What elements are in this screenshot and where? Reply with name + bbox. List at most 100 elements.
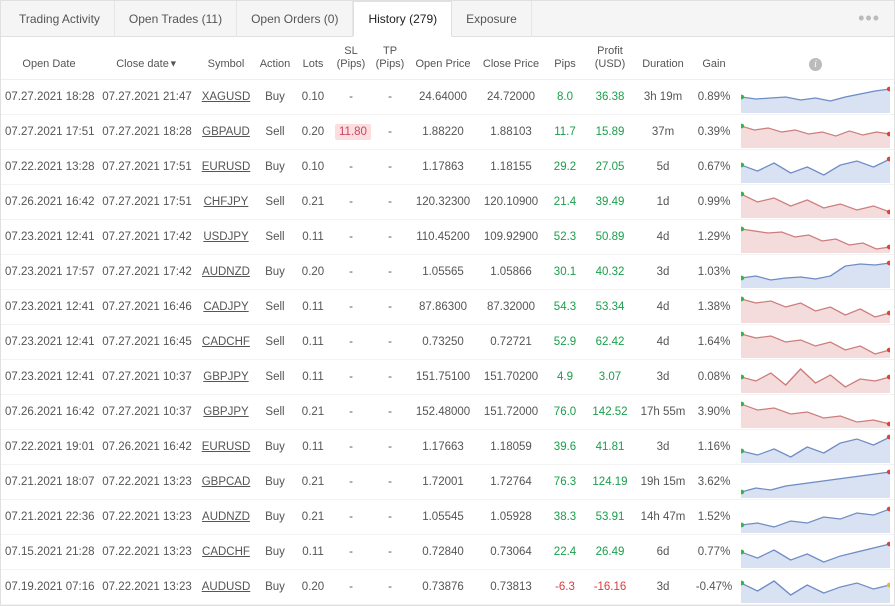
- sparkline: [737, 220, 894, 255]
- tab-exposure[interactable]: Exposure: [452, 1, 532, 37]
- cell-open-date: 07.23.2021 12:41: [1, 220, 97, 255]
- col-action[interactable]: Action: [255, 37, 295, 80]
- cell-open-date: 07.23.2021 12:41: [1, 360, 97, 395]
- col-close-date[interactable]: Close date▼: [97, 37, 197, 80]
- cell-action: Sell: [255, 185, 295, 220]
- cell-action: Buy: [255, 80, 295, 115]
- cell-duration: 3d: [635, 255, 691, 290]
- col-open-date[interactable]: Open Date: [1, 37, 97, 80]
- table-row[interactable]: 07.19.2021 07:1607.22.2021 13:23AUDUSDBu…: [1, 570, 894, 605]
- tab-open-trades-11[interactable]: Open Trades (11): [115, 1, 237, 37]
- table-row[interactable]: 07.27.2021 17:5107.27.2021 18:28GBPAUDSe…: [1, 115, 894, 150]
- cell-duration: 3h 19m: [635, 80, 691, 115]
- cell-open-date: 07.26.2021 16:42: [1, 185, 97, 220]
- table-row[interactable]: 07.21.2021 18:0707.22.2021 13:23GBPCADBu…: [1, 465, 894, 500]
- cell-symbol[interactable]: GBPCAD: [197, 465, 255, 500]
- col-sl[interactable]: SL(Pips): [331, 37, 371, 80]
- cell-action: Buy: [255, 430, 295, 465]
- symbol-link[interactable]: CHFJPY: [204, 196, 249, 208]
- col-symbol[interactable]: Symbol: [197, 37, 255, 80]
- trading-activity-panel: Trading ActivityOpen Trades (11)Open Ord…: [0, 0, 895, 606]
- cell-duration: 17h 55m: [635, 395, 691, 430]
- table-row[interactable]: 07.23.2021 12:4107.27.2021 16:46CADJPYSe…: [1, 290, 894, 325]
- symbol-link[interactable]: GBPAUD: [202, 126, 250, 138]
- table-row[interactable]: 07.22.2021 19:0107.26.2021 16:42EURUSDBu…: [1, 430, 894, 465]
- cell-open-date: 07.22.2021 19:01: [1, 430, 97, 465]
- cell-close-date: 07.27.2021 16:45: [97, 325, 197, 360]
- table-row[interactable]: 07.22.2021 13:2807.27.2021 17:51EURUSDBu…: [1, 150, 894, 185]
- cell-action: Sell: [255, 395, 295, 430]
- tab-trading-activity[interactable]: Trading Activity: [5, 1, 115, 37]
- cell-symbol[interactable]: AUDNZD: [197, 255, 255, 290]
- table-row[interactable]: 07.21.2021 22:3607.22.2021 13:23AUDNZDBu…: [1, 500, 894, 535]
- col-close-price[interactable]: Close Price: [477, 37, 545, 80]
- symbol-link[interactable]: GBPJPY: [203, 371, 248, 383]
- cell-close-date: 07.27.2021 18:28: [97, 115, 197, 150]
- symbol-link[interactable]: AUDNZD: [202, 266, 250, 278]
- cell-close-date: 07.27.2021 17:42: [97, 220, 197, 255]
- cell-profit: 124.19: [585, 465, 635, 500]
- table-row[interactable]: 07.26.2021 16:4207.27.2021 17:51CHFJPYSe…: [1, 185, 894, 220]
- symbol-link[interactable]: GBPJPY: [203, 406, 248, 418]
- cell-sl: -: [331, 150, 371, 185]
- table-row[interactable]: 07.15.2021 21:2807.22.2021 13:23CADCHFBu…: [1, 535, 894, 570]
- cell-gain: 1.52%: [691, 500, 737, 535]
- symbol-link[interactable]: EURUSD: [202, 441, 251, 453]
- info-icon[interactable]: i: [809, 58, 822, 71]
- symbol-link[interactable]: CADCHF: [202, 336, 250, 348]
- col-pips[interactable]: Pips: [545, 37, 585, 80]
- cell-open-date: 07.27.2021 17:51: [1, 115, 97, 150]
- cell-duration: 19h 15m: [635, 465, 691, 500]
- sparkline: [737, 255, 894, 290]
- col-sparkline: i: [737, 37, 894, 80]
- col-open-price[interactable]: Open Price: [409, 37, 477, 80]
- col-profit[interactable]: Profit(USD): [585, 37, 635, 80]
- col-tp[interactable]: TP(Pips): [371, 37, 409, 80]
- table-row[interactable]: 07.23.2021 12:4107.27.2021 16:45CADCHFSe…: [1, 325, 894, 360]
- tab-history-279[interactable]: History (279): [353, 1, 452, 37]
- cell-symbol[interactable]: GBPAUD: [197, 115, 255, 150]
- table-row[interactable]: 07.23.2021 12:4107.27.2021 10:37GBPJPYSe…: [1, 360, 894, 395]
- cell-symbol[interactable]: CADCHF: [197, 325, 255, 360]
- symbol-link[interactable]: XAGUSD: [202, 91, 251, 103]
- table-row[interactable]: 07.26.2021 16:4207.27.2021 10:37GBPJPYSe…: [1, 395, 894, 430]
- cell-action: Buy: [255, 535, 295, 570]
- more-menu-icon[interactable]: •••: [848, 8, 890, 29]
- cell-symbol[interactable]: EURUSD: [197, 150, 255, 185]
- cell-profit: 53.34: [585, 290, 635, 325]
- symbol-link[interactable]: GBPCAD: [202, 476, 251, 488]
- cell-pips: 54.3: [545, 290, 585, 325]
- cell-open-date: 07.27.2021 18:28: [1, 80, 97, 115]
- cell-symbol[interactable]: AUDUSD: [197, 570, 255, 605]
- cell-symbol[interactable]: CHFJPY: [197, 185, 255, 220]
- cell-symbol[interactable]: CADCHF: [197, 535, 255, 570]
- cell-tp: -: [371, 80, 409, 115]
- cell-sl: -: [331, 290, 371, 325]
- table-row[interactable]: 07.27.2021 18:2807.27.2021 21:47XAGUSDBu…: [1, 80, 894, 115]
- col-gain[interactable]: Gain: [691, 37, 737, 80]
- cell-open-price: 0.73250: [409, 325, 477, 360]
- tab-open-orders-0[interactable]: Open Orders (0): [237, 1, 353, 37]
- symbol-link[interactable]: CADCHF: [202, 546, 250, 558]
- cell-tp: -: [371, 395, 409, 430]
- cell-symbol[interactable]: GBPJPY: [197, 360, 255, 395]
- symbol-link[interactable]: AUDNZD: [202, 511, 250, 523]
- cell-symbol[interactable]: GBPJPY: [197, 395, 255, 430]
- cell-symbol[interactable]: CADJPY: [197, 290, 255, 325]
- table-header-row: Open Date Close date▼ Symbol Action Lots…: [1, 37, 894, 80]
- symbol-link[interactable]: EURUSD: [202, 161, 251, 173]
- cell-symbol[interactable]: USDJPY: [197, 220, 255, 255]
- table-row[interactable]: 07.23.2021 17:5707.27.2021 17:42AUDNZDBu…: [1, 255, 894, 290]
- cell-symbol[interactable]: AUDNZD: [197, 500, 255, 535]
- col-lots[interactable]: Lots: [295, 37, 331, 80]
- cell-action: Sell: [255, 325, 295, 360]
- cell-open-price: 1.05565: [409, 255, 477, 290]
- cell-gain: 1.64%: [691, 325, 737, 360]
- table-row[interactable]: 07.23.2021 12:4107.27.2021 17:42USDJPYSe…: [1, 220, 894, 255]
- symbol-link[interactable]: USDJPY: [203, 231, 248, 243]
- col-duration[interactable]: Duration: [635, 37, 691, 80]
- cell-symbol[interactable]: EURUSD: [197, 430, 255, 465]
- sort-desc-icon: ▼: [169, 59, 178, 69]
- symbol-link[interactable]: CADJPY: [203, 301, 248, 313]
- cell-symbol[interactable]: XAGUSD: [197, 80, 255, 115]
